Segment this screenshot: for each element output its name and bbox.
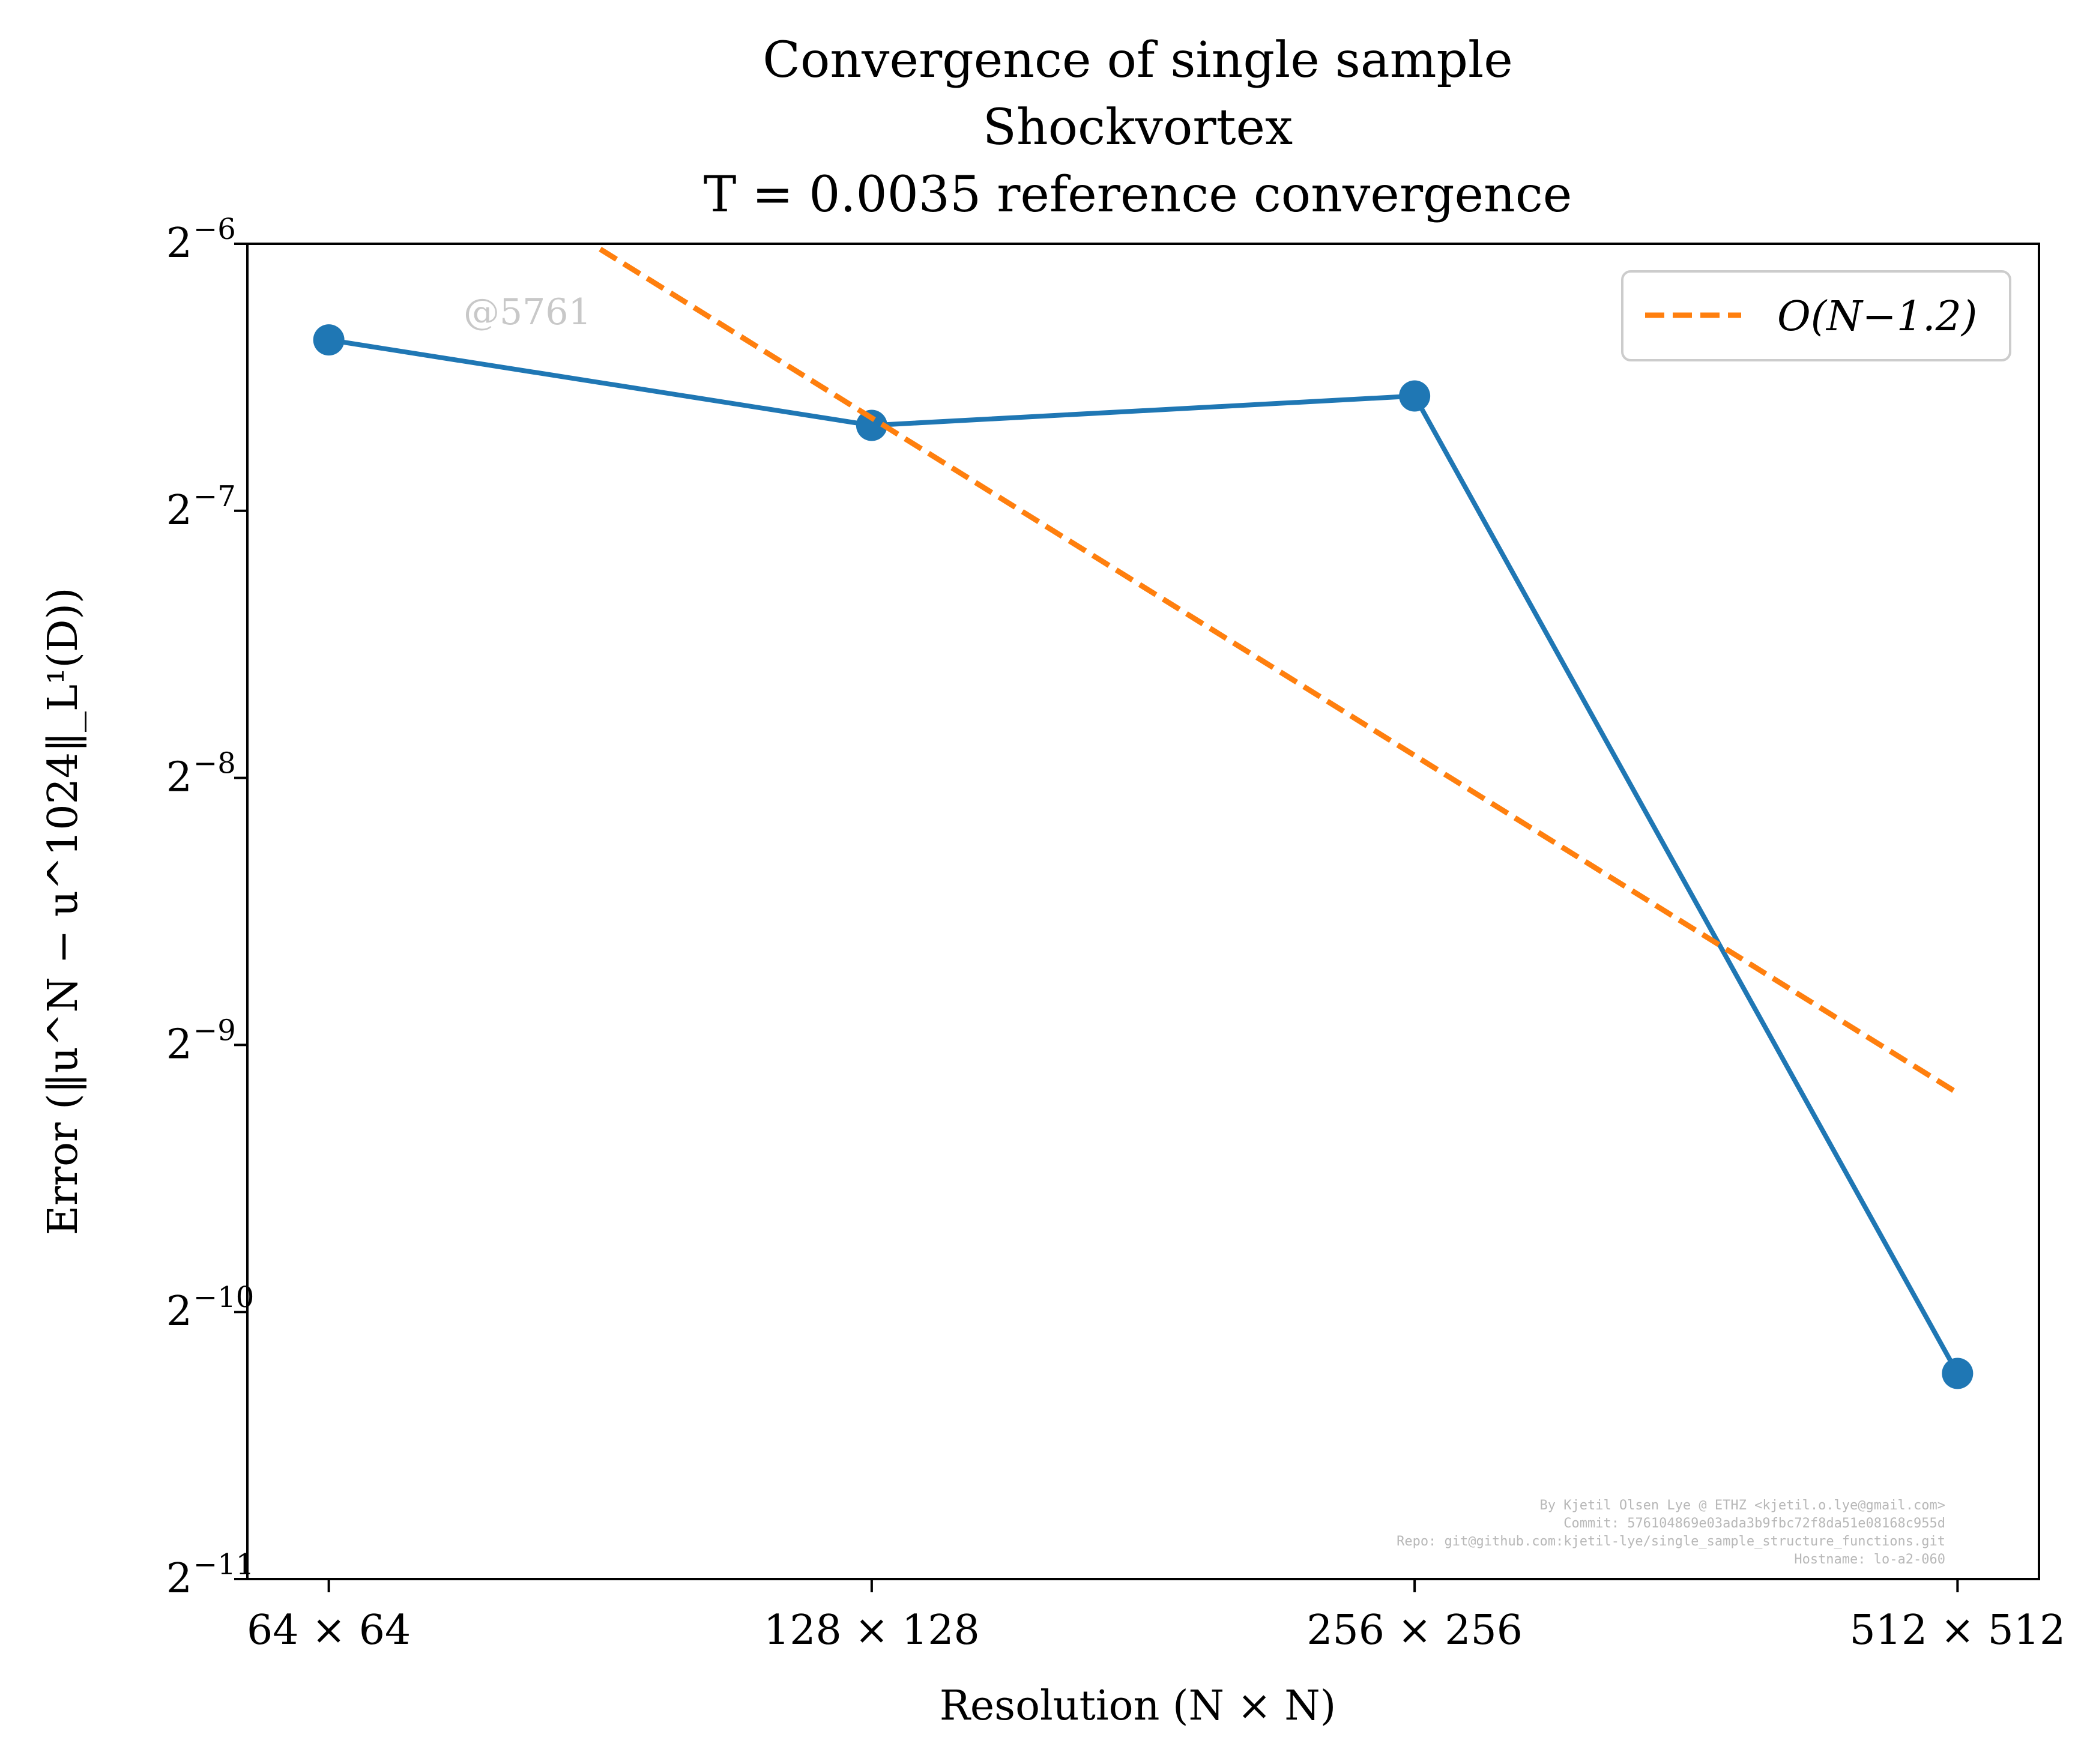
- error-data-point: [1399, 380, 1431, 412]
- plot-area-frame: [246, 243, 2040, 1580]
- legend-box: [1621, 270, 2011, 361]
- y-tick-label-exponent: −9: [193, 1013, 236, 1047]
- y-tick-label-exponent: −8: [193, 747, 236, 781]
- y-tick-label-exponent: −6: [193, 213, 236, 246]
- y-tick-label-base: 2: [166, 754, 192, 802]
- y-axis-label: Error (‖u^N − u^1024‖_L¹(D)): [40, 587, 87, 1235]
- fit-line-series: [599, 247, 1959, 1096]
- chart-title-line-1: Convergence of single sample: [763, 32, 1513, 89]
- error-data-point: [313, 324, 345, 356]
- chart-title-line-2: Shockvortex: [983, 99, 1293, 156]
- x-axis-label: Resolution (N × N): [940, 1682, 1336, 1730]
- x-tick-label: 256 × 256: [1306, 1607, 1523, 1654]
- chart-title-line-3: T = 0.0035 reference convergence: [704, 166, 1572, 223]
- y-tick-label-base: 2: [166, 487, 192, 534]
- y-tick-label-base: 2: [166, 1021, 192, 1068]
- error-data-point: [1942, 1358, 1974, 1389]
- series-layer: [313, 247, 1974, 1389]
- x-axis-ticks: 64 × 64 128 × 128 256 × 256 512 × 512: [247, 1579, 2065, 1654]
- legend: O(N−1.2): [1621, 270, 2011, 361]
- x-tick-label: 512 × 512: [1849, 1607, 2065, 1654]
- error-data-point: [856, 409, 887, 441]
- y-tick-label-base: 2: [166, 1555, 192, 1602]
- y-tick-label-exponent: −10: [193, 1281, 254, 1314]
- error-line-series: [328, 337, 1960, 1375]
- x-tick-label: 64 × 64: [247, 1607, 411, 1654]
- legend-label-fit-line: O(N−1.2): [1777, 293, 1977, 340]
- x-tick-label: 128 × 128: [764, 1607, 980, 1654]
- credit-line-commit: Commit: 576104869e03ada3b9fbc72f8da51e08…: [1563, 1516, 1945, 1531]
- credit-line-author: By Kjetil Olsen Lye @ ETHZ <kjetil.o.lye…: [1539, 1498, 1945, 1513]
- y-tick-label-exponent: −7: [193, 480, 236, 513]
- y-axis-ticks: 2 −62 −72 −82 −92 −102 −11: [166, 213, 255, 1602]
- watermark-text: @5761: [464, 291, 591, 333]
- credit-line-repo: Repo: git@github.com:kjetil-lye/single_s…: [1397, 1534, 1945, 1549]
- credit-line-hostname: Hostname: lo-a2-060: [1794, 1552, 1945, 1567]
- y-tick-label-base: 2: [166, 1288, 192, 1335]
- y-tick-label-exponent: −11: [193, 1548, 254, 1581]
- y-tick-label-base: 2: [166, 220, 192, 267]
